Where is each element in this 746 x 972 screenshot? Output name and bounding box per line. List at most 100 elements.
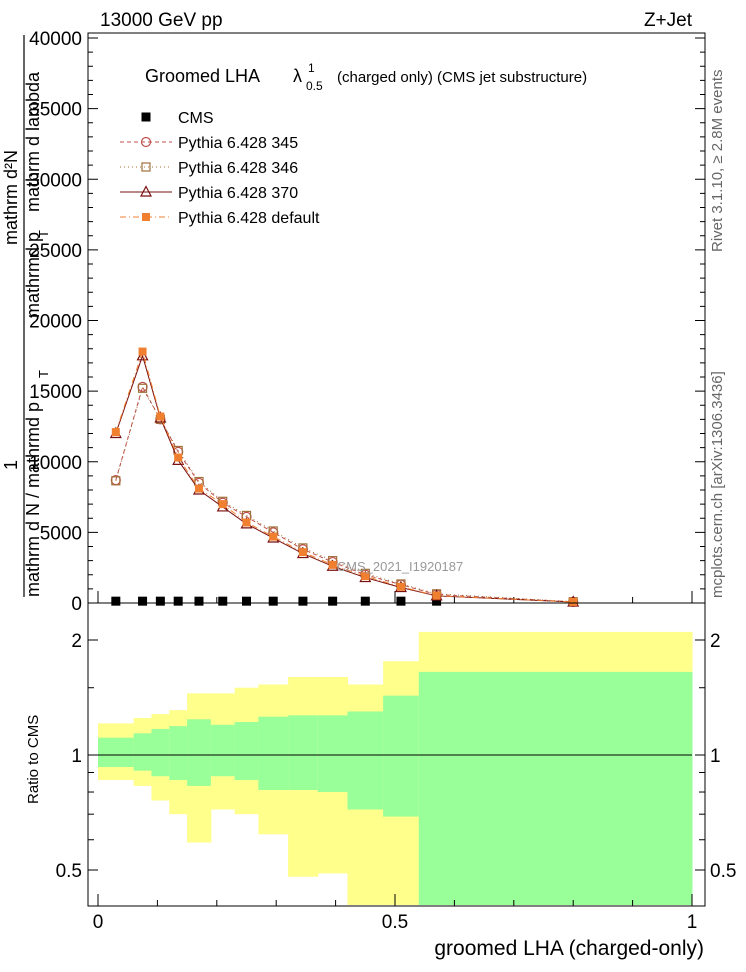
ratio-ytick-label-right: 1: [710, 746, 721, 767]
legend-marker: [141, 162, 151, 172]
series-point: [298, 548, 307, 557]
ylabel-line-0: 1: [1, 460, 21, 470]
main-ytick-label: 35000: [29, 100, 82, 121]
legend-label: Pythia 6.428 346: [178, 160, 298, 177]
legend-label: CMS: [178, 110, 214, 127]
ylabel-line-5: mathrm d²N: [1, 150, 21, 245]
series-point: [111, 476, 121, 486]
legend-label: Pythia 6.428 default: [178, 210, 320, 227]
legend-label: Pythia 6.428 345: [178, 135, 298, 152]
ratio-green-band: [169, 726, 188, 781]
main-ytick-label: 0: [71, 594, 82, 615]
main-ytick-label: 15000: [29, 382, 82, 403]
series-point: [396, 582, 405, 591]
series-point: [269, 532, 278, 541]
legend-label: Pythia 6.428 370: [178, 185, 298, 202]
series-point: [242, 518, 251, 527]
ratio-green-band: [418, 671, 693, 905]
series-4: [111, 347, 578, 606]
ratio-ytick-label: 0.5: [56, 861, 82, 882]
legend-entry: Pythia 6.428 default: [120, 210, 320, 227]
x-axis-label: groomed LHA (charged-only): [434, 937, 704, 960]
main-panel: 0 5000 10000 15000 20000 25000 30000 35000 40000…: [29, 29, 706, 615]
series-point: [111, 596, 121, 606]
main-ytick-label: 25000: [29, 241, 82, 262]
series-point: [111, 428, 120, 437]
series-point: [194, 484, 203, 493]
series-point: [298, 596, 308, 606]
ratio-bands: [98, 631, 693, 905]
ylabel-line-6: mathrm d lambda: [23, 71, 43, 212]
series-point: [242, 596, 251, 606]
legend: CMS Pythia 6.428 345 Pythia 6.428 346 Pythi…: [120, 110, 320, 227]
series-point: [156, 412, 165, 421]
mcplots-label: mcplots.cern.ch [arXiv:1306.3436]: [709, 371, 726, 598]
series-point: [173, 596, 183, 606]
legend-marker: [140, 136, 152, 148]
ratio-y-label: Ratio to CMS: [25, 715, 42, 804]
ratio-green-band: [210, 724, 236, 777]
title-sup: 1: [308, 61, 315, 75]
ylabel-line-2: T: [36, 370, 51, 378]
ratio-green-band: [187, 719, 212, 786]
y-axis-label: 1 mathrm d N / mathrmd p T mathrmd p T m…: [1, 71, 51, 597]
ratio-xtick-label: 1: [687, 912, 698, 933]
series-point: [137, 383, 148, 393]
header-right: Z+Jet: [644, 10, 693, 31]
ratio-ticks: 0.5 0.5 1 1 2 2 0 0.5 1: [56, 631, 737, 933]
legend-marker: [142, 213, 150, 221]
series-point: [218, 500, 227, 509]
legend-entry: Pythia 6.428 345: [120, 135, 298, 152]
series-point: [174, 453, 183, 462]
title-text: Groomed LHA: [145, 66, 260, 86]
title-sub: 0.5: [306, 79, 323, 93]
series-point: [432, 591, 441, 600]
ratio-ytick-label-right: 0.5: [710, 861, 736, 882]
ratio-green-band: [288, 715, 319, 790]
ratio-green-band: [133, 733, 152, 771]
main-ticks: 0 5000 10000 15000 20000 25000 30000 35000 40000: [29, 29, 705, 615]
chart-title: Groomed LHA λ 1 0.5 (charged only) (CMS …: [145, 61, 587, 93]
series-point: [328, 560, 337, 569]
series-0: [111, 596, 442, 606]
series-point: [155, 596, 165, 606]
ratio-green-band: [151, 728, 170, 777]
ratio-ytick-label: 1: [71, 746, 82, 767]
series-point: [360, 596, 370, 606]
ratio-green-band: [383, 695, 420, 817]
main-series: [109, 347, 580, 607]
ratio-green-band: [234, 722, 259, 781]
legend-entry: Pythia 6.428 346: [120, 160, 298, 177]
legend-marker: [140, 185, 152, 197]
series-point: [138, 596, 148, 606]
series-point: [218, 596, 228, 606]
main-ytick-label: 5000: [40, 523, 82, 544]
series-point: [138, 347, 147, 356]
ratio-xtick-label: 0.5: [382, 912, 408, 933]
header-left: 13000 GeV pp: [100, 10, 223, 31]
main-ytick-label: 10000: [29, 453, 82, 474]
series-point: [432, 596, 442, 606]
ylabel-line-3: mathrmd p: [23, 232, 43, 318]
legend-entry: Pythia 6.428 370: [120, 185, 298, 202]
ylabel-line-4: T: [36, 230, 51, 238]
rivet-label: Rivet 3.1.10, ≥ 2.8M events: [709, 70, 726, 253]
legend-marker: [141, 112, 151, 122]
series-point: [268, 596, 278, 606]
main-ytick-label: 40000: [29, 29, 82, 50]
ratio-ytick-label: 2: [71, 631, 82, 652]
title-suffix: (charged only) (CMS jet substructure): [337, 69, 587, 86]
series-point: [396, 596, 406, 606]
ratio-green-band: [98, 737, 135, 768]
ylabel-line-1: mathrm d N / mathrmd p: [23, 402, 43, 597]
series-line: [115, 354, 574, 603]
series-line: [115, 349, 574, 603]
series-point: [328, 596, 338, 606]
series-point: [194, 596, 204, 606]
svg-text:Groomed LHA: Groomed LHA: [145, 66, 260, 86]
ratio-xtick-label: 0: [93, 912, 104, 933]
series-point: [361, 572, 370, 581]
watermark: CMS_2021_I1920187: [337, 559, 464, 574]
main-ytick-label: 30000: [29, 170, 82, 191]
